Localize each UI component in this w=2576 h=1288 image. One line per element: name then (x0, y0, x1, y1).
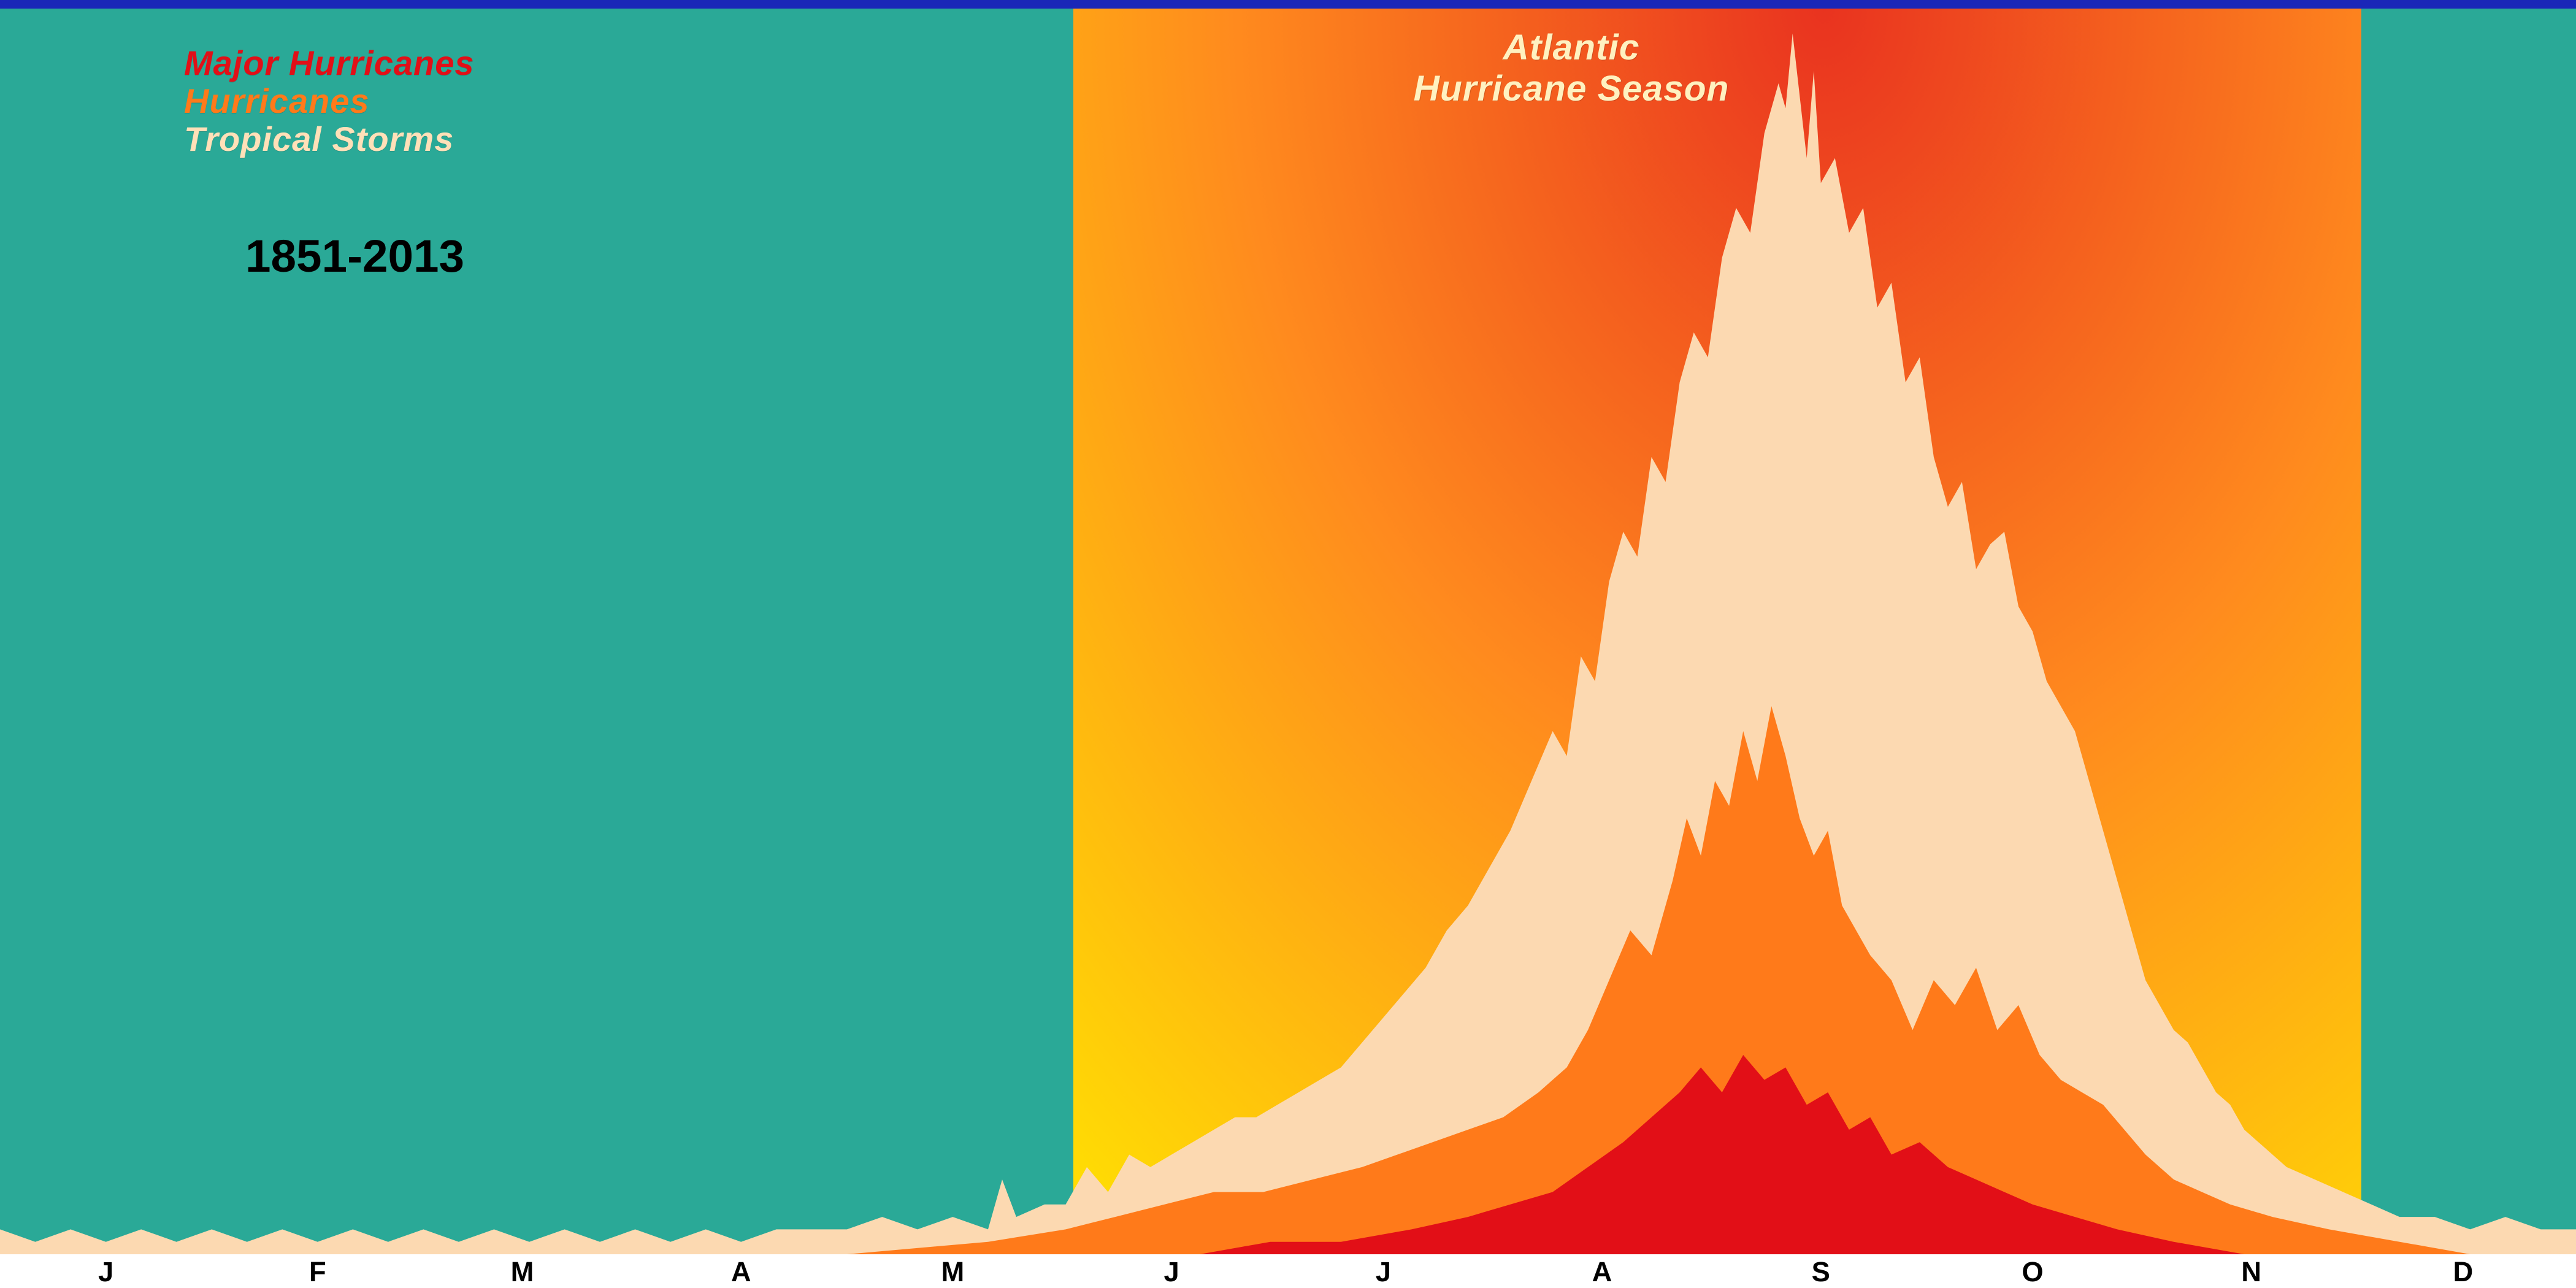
month-label: M (941, 1256, 965, 1288)
x-axis: JFMAMJJASOND (0, 1254, 2576, 1288)
stacked-area-svg (0, 9, 2576, 1254)
month-label: J (1164, 1256, 1179, 1288)
chart-title-line2: Hurricane Season (1414, 68, 1730, 109)
month-label: S (1812, 1256, 1830, 1288)
area-tropical-storms (0, 34, 2576, 1254)
month-label: N (2241, 1256, 2261, 1288)
legend-tropical-storms: Tropical Storms (184, 119, 454, 159)
plot-area: Major Hurricanes Hurricanes Tropical Sto… (0, 9, 2576, 1254)
month-label: A (731, 1256, 751, 1288)
chart-title: Atlantic Hurricane Season (1414, 27, 1730, 110)
top-border-strip (0, 0, 2576, 9)
month-label: F (309, 1256, 326, 1288)
legend-major-hurricanes: Major Hurricanes (184, 43, 475, 83)
month-label: A (1592, 1256, 1612, 1288)
month-label: D (2453, 1256, 2474, 1288)
month-label: J (98, 1256, 113, 1288)
date-range-label: 1851-2013 (245, 229, 464, 282)
hurricane-season-chart: Major Hurricanes Hurricanes Tropical Sto… (0, 0, 2576, 1288)
month-label: M (511, 1256, 534, 1288)
month-label: J (1376, 1256, 1391, 1288)
legend-hurricanes: Hurricanes (184, 81, 370, 121)
chart-title-line1: Atlantic (1414, 27, 1730, 68)
month-label: O (2022, 1256, 2043, 1288)
